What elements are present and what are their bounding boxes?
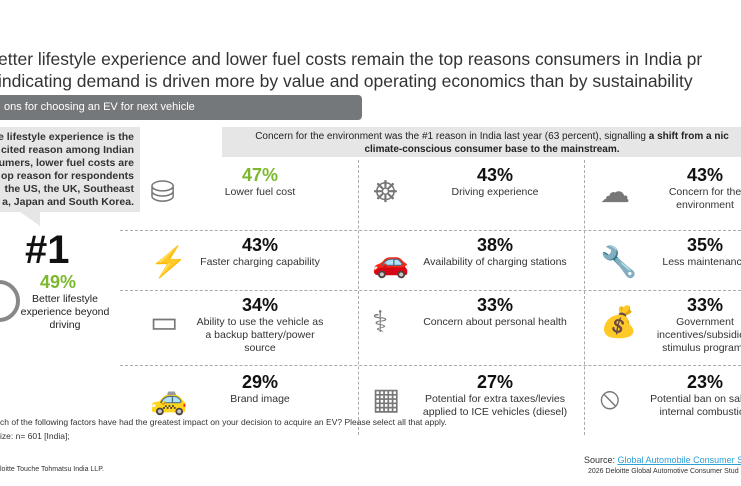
- source-link[interactable]: Global Automobile Consumer S: [617, 455, 741, 465]
- reason-percent: 34%: [241, 295, 279, 315]
- reason-item: 43% Faster charging capability: [195, 235, 325, 269]
- reason-item: 34% Ability to use the vehicle as a backu…: [195, 295, 325, 355]
- reason-percent: 29%: [241, 372, 279, 392]
- footnote-question: ch of the following factors have had the…: [0, 417, 447, 427]
- reason-label: Concern for the environment: [668, 186, 741, 211]
- reason-item: 35% Less maintenance: [640, 235, 741, 269]
- ban-icon: ⦸: [600, 382, 620, 415]
- top-label: Better lifestyle experience beyond drivi…: [20, 293, 110, 331]
- reason-percent: 43%: [476, 165, 514, 185]
- section-banner: ons for choosing an EV for next vehicle: [0, 95, 362, 120]
- reason-item: 27% Potential for extra taxes/levies appl…: [420, 372, 570, 419]
- reason-item: 33%Government incentives/subsidies/ stim…: [640, 295, 741, 355]
- reason-item: 38% Availability of charging stations: [420, 235, 570, 269]
- money-bag-icon: 💰: [600, 306, 638, 339]
- reason-label: Lower fuel cost: [224, 186, 296, 198]
- reason-label: Less maintenance: [662, 256, 741, 268]
- ev-car-icon: 🚗: [372, 246, 410, 279]
- reason-label: Ability to use the vehicle as a backup b…: [196, 316, 324, 354]
- reason-item: 29% Brand image: [195, 372, 325, 406]
- reason-percent: 23%: [686, 372, 724, 392]
- battery-icon: ▭: [150, 306, 179, 339]
- reason-percent: 33%: [686, 295, 724, 315]
- top-note: Concern for the environment was the #1 r…: [222, 127, 741, 157]
- reason-item: 33% Concern about personal health: [420, 295, 570, 329]
- reason-label: Government incentives/subsidies/ stimulu…: [656, 316, 741, 354]
- copyright: loitte Touche Tohmatsu India LLP.: [0, 466, 104, 473]
- source: Source: Global Automobile Consumer S: [584, 455, 741, 465]
- reason-percent: 35%: [686, 235, 724, 255]
- reason-item: 43% Driving experience: [420, 165, 570, 199]
- reason-percent: 47%: [241, 165, 279, 185]
- reason-item: 47% Lower fuel cost: [195, 165, 325, 199]
- wrench-icon: 🔧: [600, 246, 638, 279]
- taxi-icon: 🚕: [150, 383, 188, 416]
- reason-percent: 38%: [476, 235, 514, 255]
- steering-wheel-icon: ☸: [372, 176, 399, 209]
- reason-label: Driving experience: [451, 186, 539, 198]
- headline: etter lifestyle experience and lower fue…: [0, 49, 703, 113]
- reason-percent: 33%: [476, 295, 514, 315]
- stethoscope-icon: ⚕: [372, 306, 389, 339]
- coins-icon: ⛁: [150, 176, 176, 209]
- callout-box: e lifestyle experience is the cited reaso…: [0, 127, 140, 212]
- reason-percent: 43%: [241, 235, 279, 255]
- top-percent: 49%: [40, 272, 77, 292]
- reason-label: Potential ban on sale of internal combus…: [650, 393, 741, 418]
- snow-cloud-icon: ☁: [600, 176, 630, 209]
- reason-label: Brand image: [230, 393, 290, 405]
- reason-label: Concern about personal health: [423, 316, 567, 328]
- rank-label: #1: [25, 228, 70, 272]
- reason-label: Potential for extra taxes/levies applied…: [422, 393, 568, 418]
- reason-label: Faster charging capability: [200, 256, 320, 268]
- reason-percent: 27%: [476, 372, 514, 392]
- source-sub: 2026 Deloitte Global Automotive Consumer…: [588, 468, 739, 475]
- cash-register-icon: ▦: [372, 383, 401, 416]
- reason-item: 43% Concern for the environment: [640, 165, 741, 212]
- reason-percent: 43%: [686, 165, 724, 185]
- callout-tail: [20, 212, 40, 226]
- battery-charging-icon: ⚡: [150, 246, 188, 279]
- reason-item: 23%Potential ban on sale of internal com…: [640, 372, 741, 419]
- footnote-sample: ize: n= 601 [India];: [0, 431, 70, 441]
- reason-label: Availability of charging stations: [423, 256, 567, 268]
